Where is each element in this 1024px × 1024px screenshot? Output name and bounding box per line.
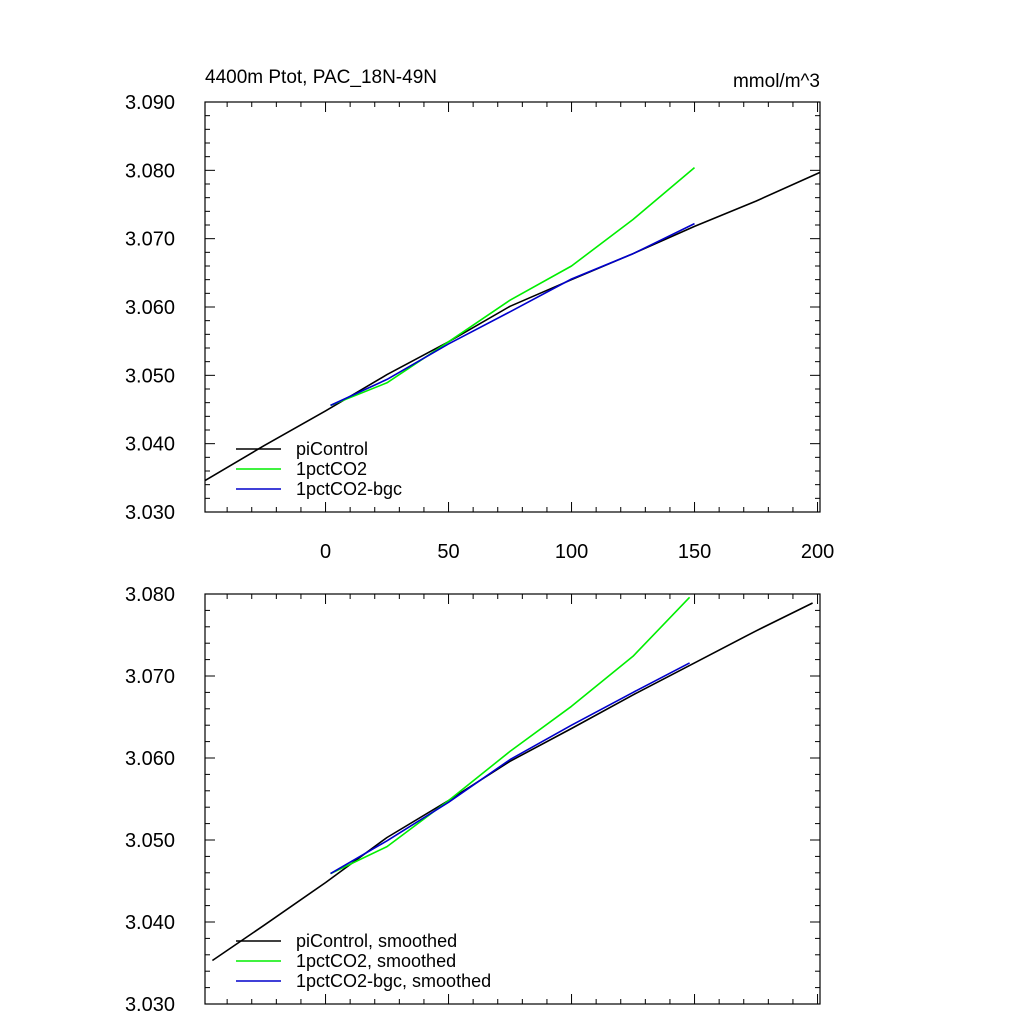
bottom-tick-marks xyxy=(205,593,820,1005)
top-y-tick-label: 3.030 xyxy=(125,502,175,524)
top-x-tick-label: 200 xyxy=(801,541,834,563)
top-y-tick-label: 3.070 xyxy=(125,229,175,251)
bottom-series-line-3 xyxy=(330,662,690,875)
top-y-tick-label: 3.050 xyxy=(125,365,175,387)
top-y-tick-label: 3.040 xyxy=(125,434,175,456)
top-series-line-3 xyxy=(330,222,695,407)
bottom-panel: 3.030 3.040 3.050 3.060 3.070 3.080 piControl,… xyxy=(125,584,821,1016)
top-y-tick-label: 3.080 xyxy=(125,160,175,182)
bottom-y-tick-label: 3.040 xyxy=(125,912,175,934)
top-tick-marks xyxy=(205,101,820,513)
bottom-y-tick-label: 3.060 xyxy=(125,748,175,770)
top-series-line-1 xyxy=(204,171,821,482)
bottom-y-tick-label: 3.080 xyxy=(125,584,175,606)
bottom-y-tick-label: 3.030 xyxy=(125,994,175,1016)
bottom-series-line-1 xyxy=(211,602,813,962)
top-y-tick-label: 3.090 xyxy=(125,92,175,114)
top-x-tick-label: 50 xyxy=(437,541,459,563)
legend-label: 1pctCO2-bgc, smoothed xyxy=(296,971,491,991)
legend-label: 1pctCO2-bgc xyxy=(296,479,402,499)
legend-label: piControl xyxy=(296,439,368,459)
top-x-tick-label: 0 xyxy=(320,541,331,563)
bottom-y-tick-label: 3.070 xyxy=(125,666,175,688)
top-x-tick-label: 100 xyxy=(555,541,588,563)
top-panel-units: mmol/m^3 xyxy=(733,71,820,92)
top-panel: 4400m Ptot, PAC_18N-49N mmol/m^3 3.030 3.… xyxy=(125,67,834,563)
bottom-series-line-2 xyxy=(330,596,691,875)
legend-label: 1pctCO2 xyxy=(296,459,367,479)
bottom-y-tick-label: 3.050 xyxy=(125,830,175,852)
legend-label: 1pctCO2, smoothed xyxy=(296,951,456,971)
legend-label: piControl, smoothed xyxy=(296,931,457,951)
top-y-tick-label: 3.060 xyxy=(125,297,175,319)
bottom-plot-frame xyxy=(204,593,821,1005)
top-series-line-2 xyxy=(330,166,696,407)
top-x-tick-label: 150 xyxy=(678,541,711,563)
top-panel-title: 4400m Ptot, PAC_18N-49N xyxy=(205,67,437,88)
